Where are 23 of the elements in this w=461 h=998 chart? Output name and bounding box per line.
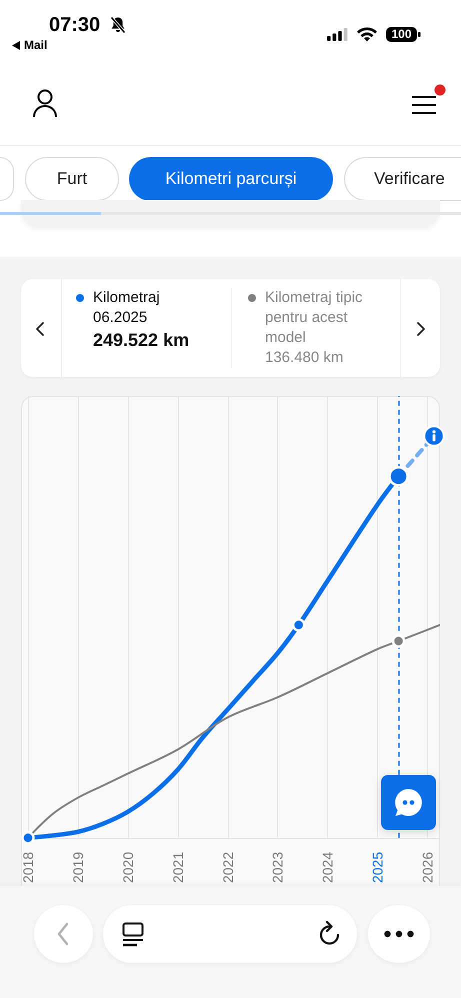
text: 07:30 <box>49 13 100 38</box>
x-tick-label: 2026 <box>420 852 436 884</box>
legend-label: Kilometraj <box>93 288 161 308</box>
x-tick-label: 2018 <box>20 852 36 884</box>
x-tick-label: 2019 <box>70 852 86 884</box>
text: Mail <box>24 38 48 52</box>
x-tick-label: 2022 <box>220 852 236 884</box>
point <box>292 618 306 632</box>
tab-button: Furt <box>25 157 119 201</box>
point <box>21 831 35 845</box>
x-tick-label: 2025 <box>370 852 386 884</box>
x-tick-label: 2020 <box>120 852 136 884</box>
legend-label: Kilometraj tipic pentru acest model <box>265 288 364 348</box>
tab-button: Verificare <box>344 157 461 201</box>
x-tick-label: 2021 <box>170 852 186 884</box>
x-tick-label: 2023 <box>270 852 286 884</box>
text: 06.2025 <box>93 308 148 328</box>
tab-button: Kilometri parcurși <box>129 157 333 201</box>
text: 249.522 km <box>93 329 190 352</box>
text: 136.480 km <box>265 348 344 368</box>
point <box>388 466 409 487</box>
x-tick-label: 2024 <box>320 852 336 884</box>
point <box>392 634 406 648</box>
